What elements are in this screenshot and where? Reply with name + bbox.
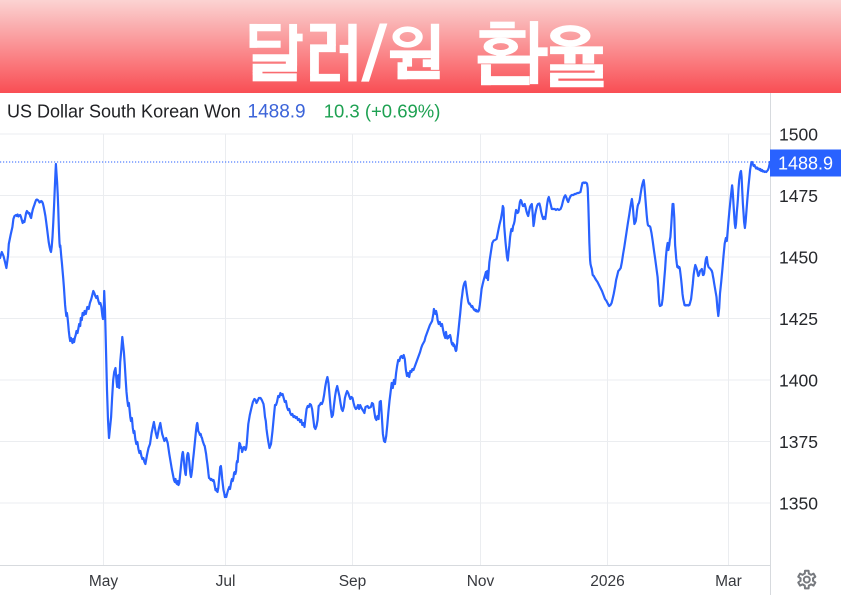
svg-text:1450: 1450 xyxy=(779,248,818,268)
svg-text:10.3 (+0.69%): 10.3 (+0.69%) xyxy=(324,101,441,122)
svg-text:1350: 1350 xyxy=(779,494,818,514)
svg-text:Jul: Jul xyxy=(216,573,236,590)
svg-text:May: May xyxy=(89,573,119,590)
svg-text:1400: 1400 xyxy=(779,371,818,391)
svg-text:1488.9: 1488.9 xyxy=(778,154,833,174)
svg-text:1425: 1425 xyxy=(779,309,818,329)
svg-text:2026: 2026 xyxy=(590,573,624,590)
svg-text:1500: 1500 xyxy=(779,125,818,145)
svg-text:1475: 1475 xyxy=(779,186,818,206)
svg-text:1488.9: 1488.9 xyxy=(248,102,306,123)
svg-text:US Dollar South Korean Won: US Dollar South Korean Won xyxy=(7,102,241,122)
svg-text:1375: 1375 xyxy=(779,432,818,452)
svg-text:Nov: Nov xyxy=(467,573,495,590)
svg-text:Mar: Mar xyxy=(715,573,742,590)
svg-text:Sep: Sep xyxy=(339,573,367,590)
